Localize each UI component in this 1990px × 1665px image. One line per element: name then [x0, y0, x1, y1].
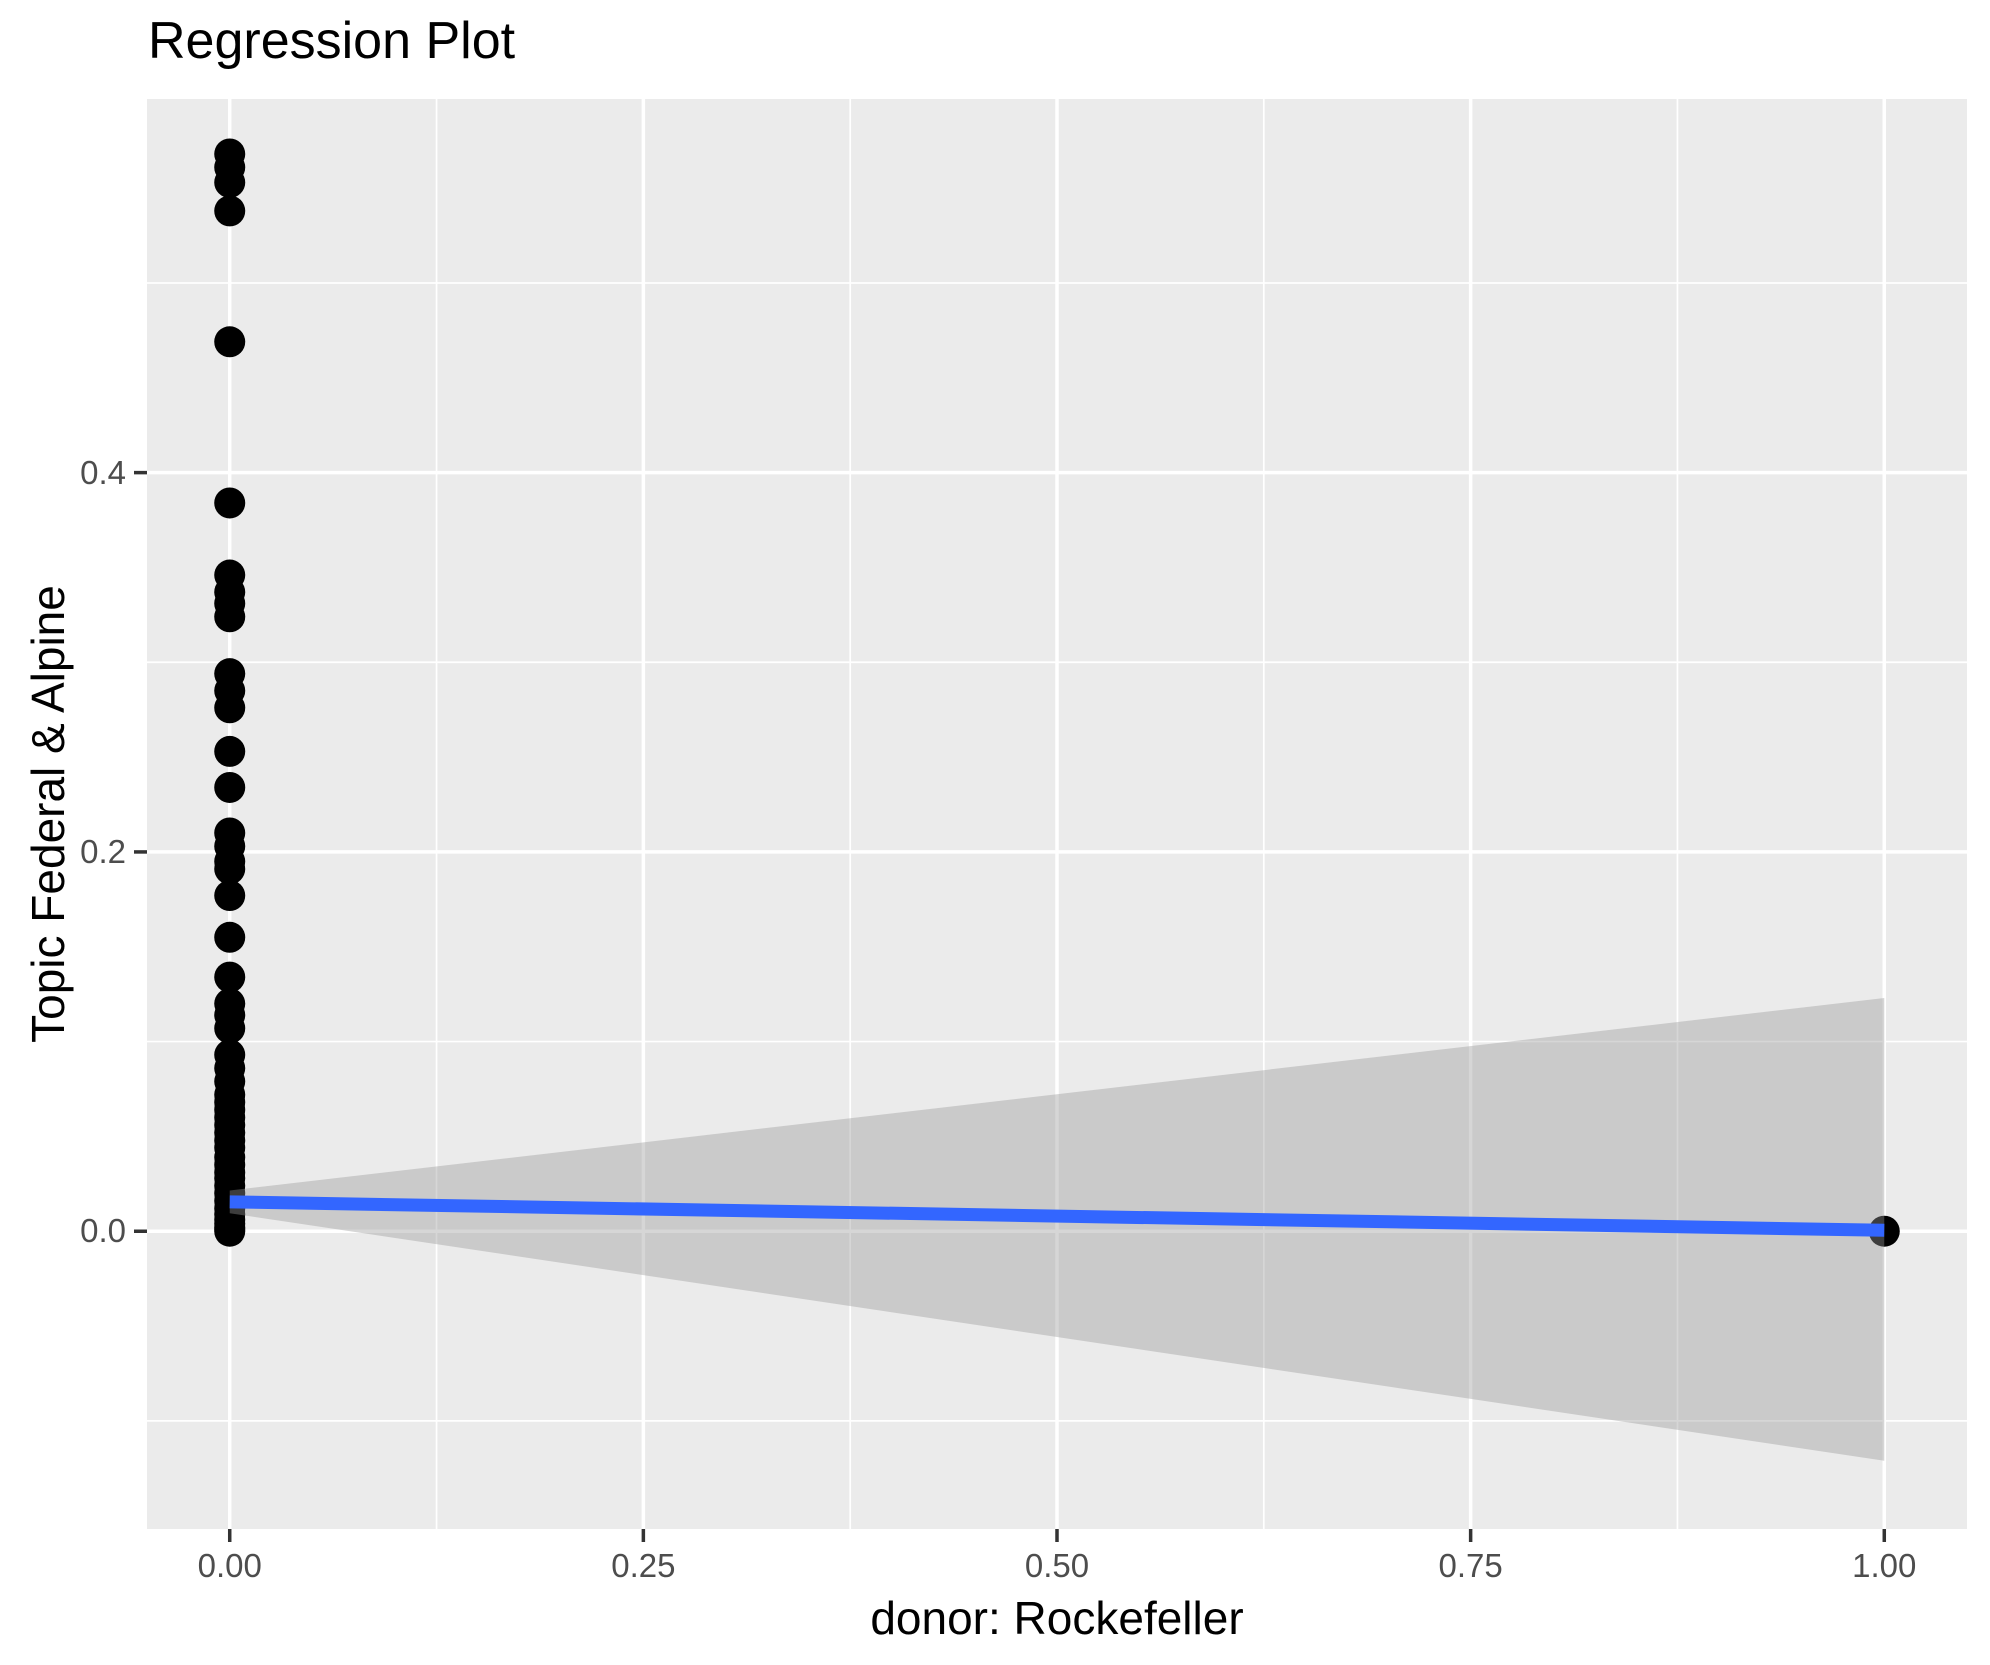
plot-title: Regression Plot: [148, 12, 516, 70]
data-point: [214, 195, 246, 227]
data-point: [214, 853, 246, 885]
x-tick-label: 1.00: [1852, 1547, 1917, 1584]
x-tick-label: 0.25: [611, 1547, 676, 1584]
data-point: [214, 880, 246, 912]
data-point: [214, 1012, 246, 1044]
data-point: [214, 961, 246, 993]
y-tick-label: 0.2: [80, 832, 126, 870]
x-tick-label: 0.00: [197, 1547, 262, 1584]
data-point: [214, 921, 246, 953]
confidence-band: [229, 997, 1885, 1461]
data-point: [214, 326, 246, 358]
y-tick-label: 0.4: [80, 453, 126, 491]
data-point: [214, 487, 246, 519]
y-axis-title: Topic Federal & Alpine: [22, 585, 74, 1043]
data-point: [214, 601, 246, 633]
x-axis-title: donor: Rockefeller: [870, 1592, 1244, 1644]
data-point: [214, 1215, 246, 1247]
data-point: [214, 735, 246, 767]
data-point: [214, 771, 246, 803]
y-tick-label: 0.0: [80, 1212, 126, 1250]
data-point: [214, 166, 246, 198]
x-tick-label: 0.50: [1024, 1547, 1090, 1584]
data-point: [214, 692, 246, 724]
regression-line: [229, 1195, 1885, 1237]
data-point: [1868, 1215, 1900, 1247]
x-tick-label: 0.75: [1438, 1547, 1503, 1584]
